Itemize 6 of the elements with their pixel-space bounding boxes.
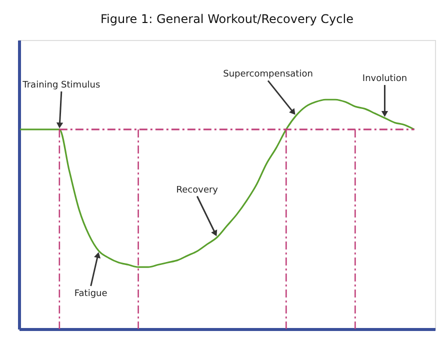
- text: Supercompensation: [223, 70, 313, 80]
- chart-title: Figure 1: General Workout/Recovery Cycle: [100, 12, 354, 26]
- text: Involution: [362, 74, 408, 84]
- annotation: Recovery: [176, 185, 219, 196]
- annotation: Fatigue: [74, 289, 108, 300]
- text: Training Stimulus: [22, 80, 100, 90]
